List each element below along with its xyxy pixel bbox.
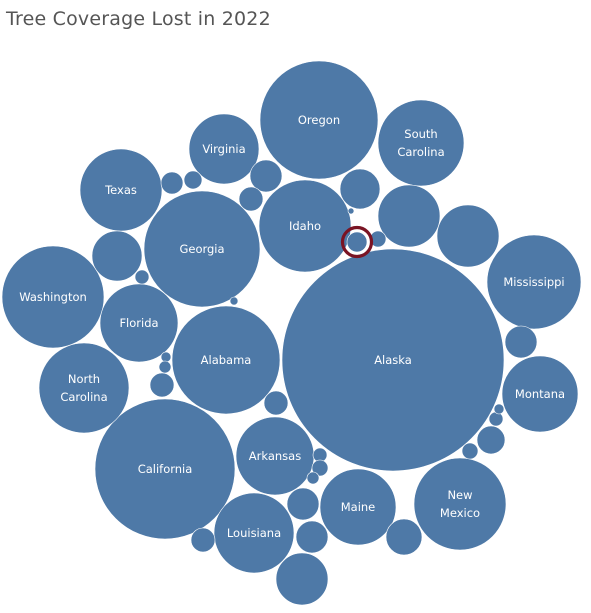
bubble-georgia[interactable] (144, 191, 260, 307)
bubble-louisiana[interactable] (214, 493, 294, 573)
bubble[interactable] (340, 169, 380, 209)
bubble[interactable] (276, 553, 328, 605)
bubble[interactable] (161, 172, 183, 194)
bubble-arkansas[interactable] (236, 417, 314, 495)
bubble-washington[interactable] (2, 246, 104, 348)
bubble-new-mexico[interactable] (414, 458, 506, 550)
bubble[interactable] (378, 185, 440, 247)
bubble-north-carolina[interactable] (39, 343, 129, 433)
bubble[interactable] (287, 488, 319, 520)
bubble-mississippi[interactable] (487, 235, 581, 329)
bubble-montana[interactable] (502, 356, 578, 432)
bubble-texas[interactable] (80, 149, 162, 231)
bubble[interactable] (250, 160, 282, 192)
bubble-south-carolina[interactable] (378, 100, 464, 186)
bubble[interactable] (296, 521, 328, 553)
bubble-alaska[interactable] (282, 249, 504, 471)
bubble[interactable] (462, 443, 478, 459)
bubble[interactable] (159, 361, 171, 373)
bubble[interactable] (184, 171, 202, 189)
bubble[interactable] (347, 232, 367, 252)
bubble[interactable] (230, 297, 238, 305)
bubble[interactable] (135, 270, 149, 284)
bubble[interactable] (191, 528, 215, 552)
bubble[interactable] (264, 391, 288, 415)
bubble[interactable] (477, 426, 505, 454)
bubble[interactable] (489, 412, 503, 426)
bubble-alabama[interactable] (172, 306, 280, 414)
bubble[interactable] (239, 187, 263, 211)
bubble-maine[interactable] (320, 469, 396, 545)
bubble-oregon[interactable] (260, 61, 378, 179)
bubble[interactable] (494, 404, 504, 414)
bubble-florida[interactable] (100, 284, 178, 362)
bubble[interactable] (307, 472, 319, 484)
bubble[interactable] (505, 326, 537, 358)
bubble[interactable] (92, 231, 142, 281)
bubble[interactable] (437, 205, 499, 267)
bubble[interactable] (348, 208, 354, 214)
bubble[interactable] (386, 519, 422, 555)
bubble[interactable] (150, 373, 174, 397)
bubble-idaho[interactable] (259, 180, 351, 272)
bubble[interactable] (161, 352, 171, 362)
